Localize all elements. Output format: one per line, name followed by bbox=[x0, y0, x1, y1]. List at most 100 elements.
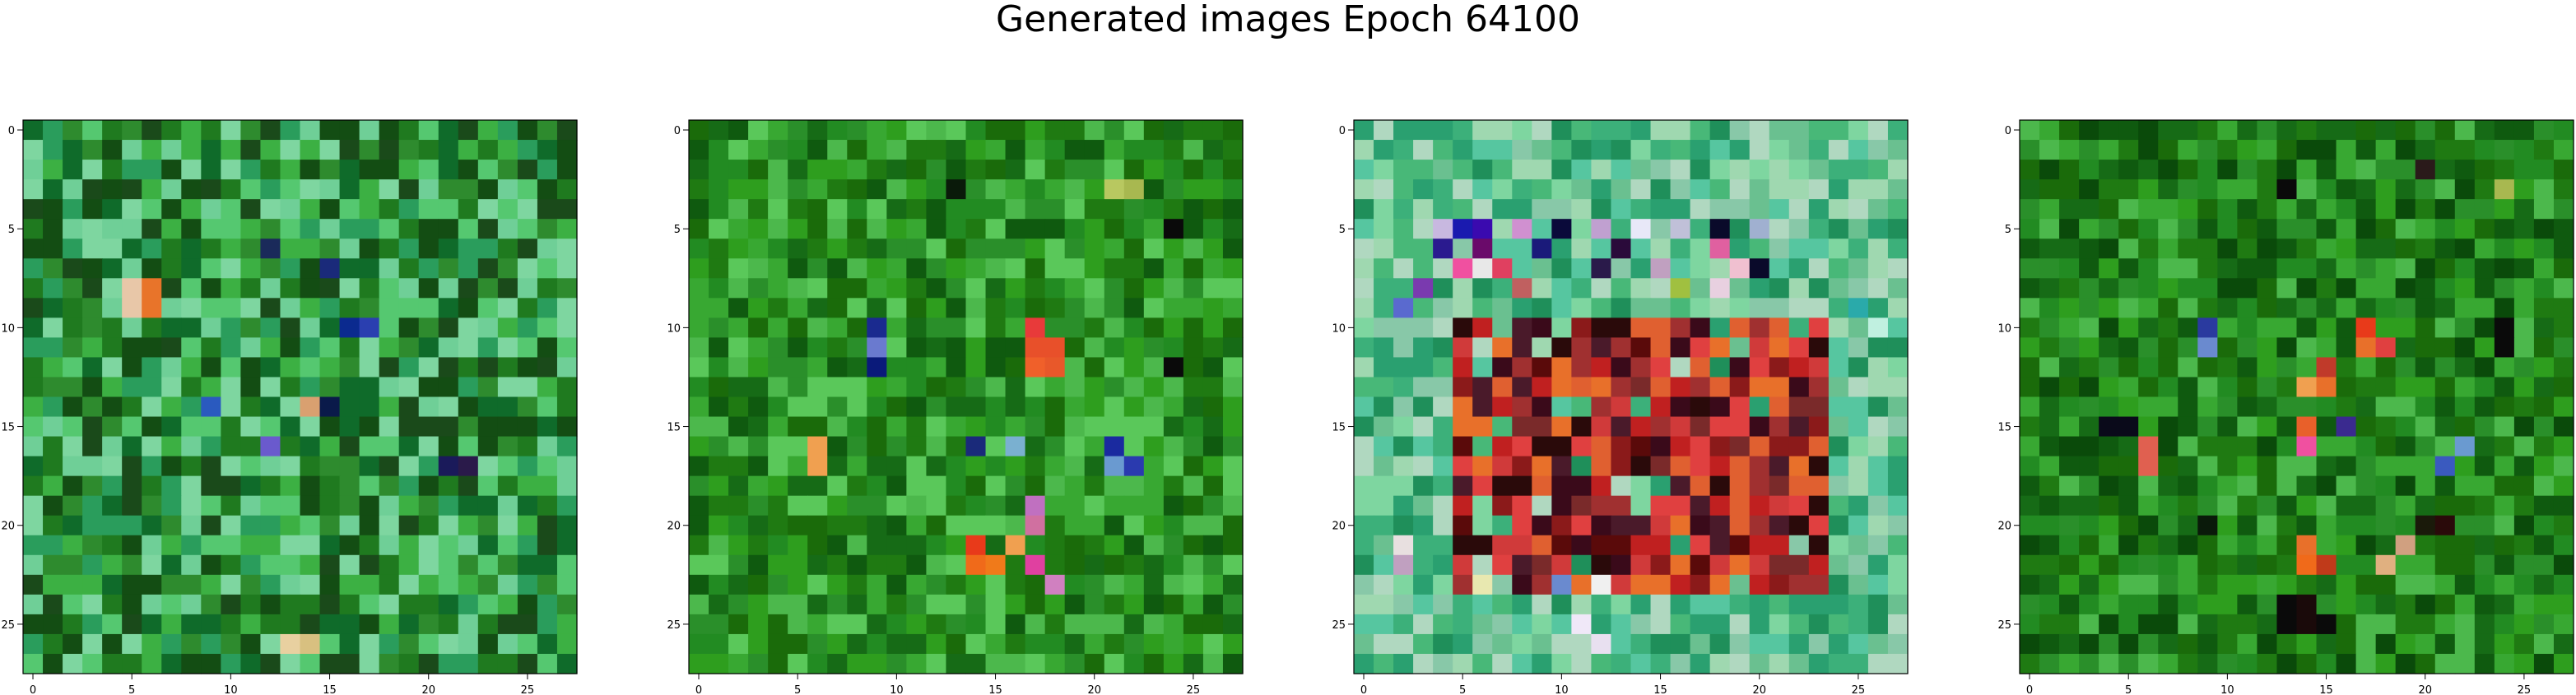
x-tick-label: 5 bbox=[2125, 684, 2132, 695]
pixel-cell bbox=[926, 535, 947, 556]
pixel-cell bbox=[102, 317, 123, 338]
pixel-cell bbox=[2474, 337, 2495, 359]
pixel-cell bbox=[788, 278, 808, 299]
pixel-cell bbox=[2020, 239, 2040, 259]
pixel-cell bbox=[1512, 574, 1532, 595]
pixel-cell bbox=[2217, 160, 2238, 180]
pixel-cell bbox=[1084, 160, 1105, 180]
pixel-cell bbox=[2020, 436, 2040, 457]
pixel-cell bbox=[689, 535, 709, 556]
pixel-cell bbox=[122, 219, 142, 239]
pixel-cell bbox=[965, 140, 987, 160]
pixel-cell bbox=[1202, 120, 1224, 141]
pixel-cell bbox=[1769, 120, 1790, 141]
pixel-cell bbox=[379, 337, 400, 359]
pixel-cell bbox=[458, 239, 479, 259]
pixel-cell bbox=[1690, 554, 1711, 576]
pixel-cell bbox=[2454, 416, 2476, 438]
pixel-cell bbox=[1788, 337, 1810, 359]
pixel-cell bbox=[1163, 475, 1184, 497]
pixel-cell bbox=[2276, 633, 2298, 655]
pixel-cell bbox=[1808, 416, 1830, 438]
pixel-cell bbox=[847, 456, 867, 477]
pixel-cell bbox=[339, 317, 360, 338]
pixel-cell bbox=[2395, 475, 2416, 497]
pixel-cell bbox=[1453, 436, 1473, 457]
pixel-cell bbox=[458, 396, 479, 418]
pixel-cell bbox=[517, 160, 538, 180]
pixel-cell bbox=[1611, 495, 1632, 517]
pixel-cell bbox=[1044, 219, 1066, 239]
pixel-cell bbox=[689, 377, 709, 398]
pixel-cell bbox=[2533, 140, 2555, 160]
pixel-cell bbox=[221, 219, 241, 239]
pixel-cell bbox=[1084, 436, 1105, 457]
pixel-cell bbox=[1393, 258, 1414, 279]
pixel-cell bbox=[709, 416, 729, 438]
pixel-cell bbox=[1729, 298, 1751, 318]
pixel-cell bbox=[477, 416, 499, 438]
pixel-cell bbox=[768, 278, 788, 299]
pixel-cell bbox=[807, 594, 828, 615]
pixel-cell bbox=[2118, 515, 2139, 536]
pixel-cell bbox=[1630, 258, 1652, 279]
pixel-cell bbox=[2039, 357, 2060, 378]
pixel-cell bbox=[1788, 633, 1810, 655]
pixel-cell bbox=[438, 278, 459, 299]
pixel-cell bbox=[458, 436, 479, 457]
pixel-cell bbox=[847, 337, 867, 359]
pixel-cell bbox=[122, 140, 142, 160]
pixel-cell bbox=[1104, 396, 1125, 418]
pixel-cell bbox=[2533, 653, 2555, 674]
pixel-cell bbox=[240, 396, 262, 418]
pixel-cell bbox=[1393, 278, 1414, 299]
pixel-cell bbox=[1163, 416, 1184, 438]
pixel-cell bbox=[1025, 456, 1046, 477]
pixel-cell bbox=[2336, 219, 2357, 239]
pixel-cell bbox=[82, 554, 103, 576]
pixel-cell bbox=[1433, 475, 1453, 497]
pixel-cell bbox=[2059, 554, 2080, 576]
pixel-cell bbox=[1729, 614, 1751, 635]
pixel-cell bbox=[1670, 456, 1691, 477]
pixel-cell bbox=[2237, 239, 2258, 259]
pixel-cell bbox=[1143, 140, 1165, 160]
pixel-cell bbox=[2415, 317, 2436, 338]
pixel-cell bbox=[1512, 357, 1532, 378]
pixel-cell bbox=[1374, 436, 1394, 457]
pixel-cell bbox=[2217, 357, 2238, 378]
pixel-cell bbox=[260, 554, 281, 576]
pixel-cell bbox=[517, 436, 538, 457]
pixel-cell bbox=[2118, 337, 2139, 359]
pixel-cell bbox=[1887, 475, 1909, 497]
pixel-cell bbox=[1084, 317, 1105, 338]
pixel-cell bbox=[906, 436, 928, 457]
pixel-cell bbox=[319, 633, 341, 655]
pixel-cell bbox=[1828, 120, 1849, 141]
pixel-cell bbox=[2296, 140, 2318, 160]
pixel-cell bbox=[1571, 495, 1593, 517]
pixel-cell bbox=[1025, 140, 1046, 160]
pixel-cell bbox=[867, 416, 887, 438]
pixel-cell bbox=[1670, 120, 1691, 141]
pixel-cell bbox=[2138, 317, 2159, 338]
pixel-cell bbox=[1005, 495, 1026, 517]
pixel-cell bbox=[1163, 574, 1184, 595]
pixel-cell bbox=[1670, 239, 1691, 259]
pixel-cell bbox=[926, 258, 947, 279]
pixel-cell bbox=[2434, 239, 2456, 259]
pixel-cell bbox=[1123, 456, 1145, 477]
y-tick-label: 5 bbox=[674, 224, 681, 236]
pixel-cell bbox=[2415, 160, 2436, 180]
pixel-cell bbox=[1670, 614, 1691, 635]
pixel-cell bbox=[1025, 278, 1046, 299]
pixel-cell bbox=[1222, 298, 1244, 318]
pixel-cell bbox=[517, 515, 538, 536]
pixel-cell bbox=[1532, 199, 1552, 220]
pixel-cell bbox=[477, 160, 499, 180]
pixel-cell bbox=[728, 357, 749, 378]
pixel-cell bbox=[788, 614, 808, 635]
pixel-cell bbox=[2237, 298, 2258, 318]
pixel-cell bbox=[221, 594, 241, 615]
